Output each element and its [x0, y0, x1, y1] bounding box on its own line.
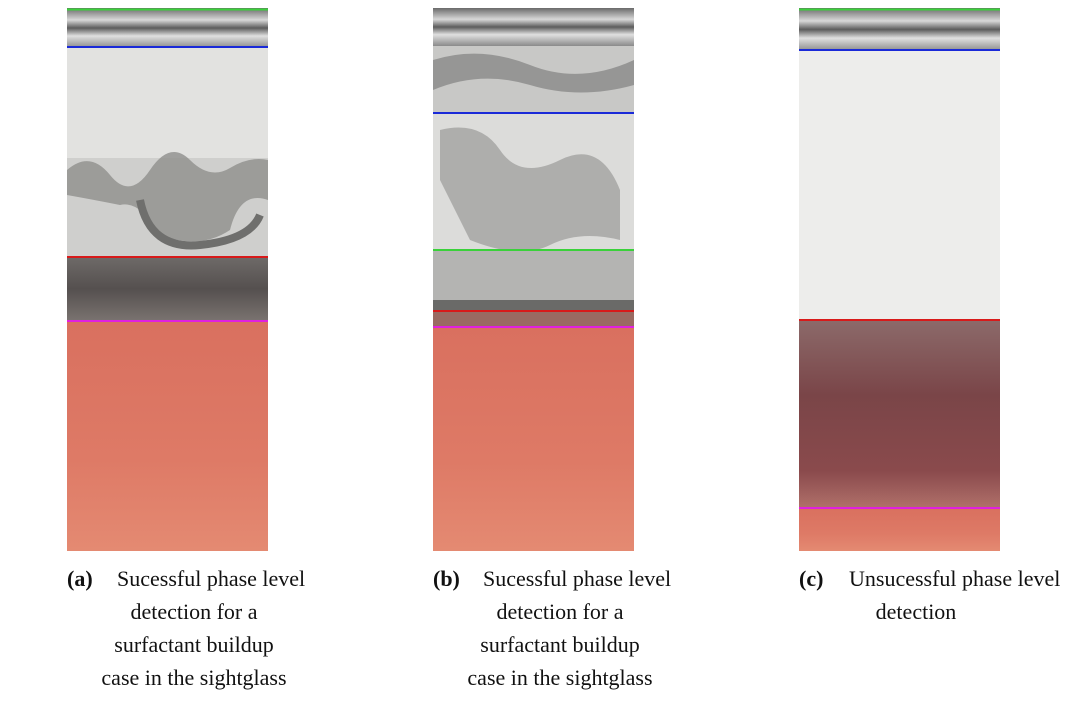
caption-line: case in the sightglass: [101, 665, 286, 690]
panel-c-image: [799, 8, 1000, 551]
caption-line: Sucessful phase level: [483, 566, 671, 591]
caption-line: Sucessful phase level: [117, 566, 305, 591]
subfigure-label: (c): [799, 566, 823, 591]
caption-line: surfactant buildup: [480, 632, 639, 657]
caption-line: case in the sightglass: [467, 665, 652, 690]
caption-line: surfactant buildup: [114, 632, 273, 657]
panel-a-image: [67, 8, 268, 551]
subfigure-label: (a): [67, 566, 93, 591]
caption-line: detection: [876, 599, 957, 624]
caption-line: Unsucessful phase level: [849, 566, 1060, 591]
subfigure-label: (b): [433, 566, 460, 591]
panel-b-image: [433, 8, 634, 551]
caption-line: detection for a: [496, 599, 623, 624]
caption-line: detection for a: [130, 599, 257, 624]
figure: (a) Sucessful phase level detection for a s…: [0, 0, 1073, 708]
page: {"figure": {"panels": [ {"label": "(a)",…: [0, 0, 1073, 708]
